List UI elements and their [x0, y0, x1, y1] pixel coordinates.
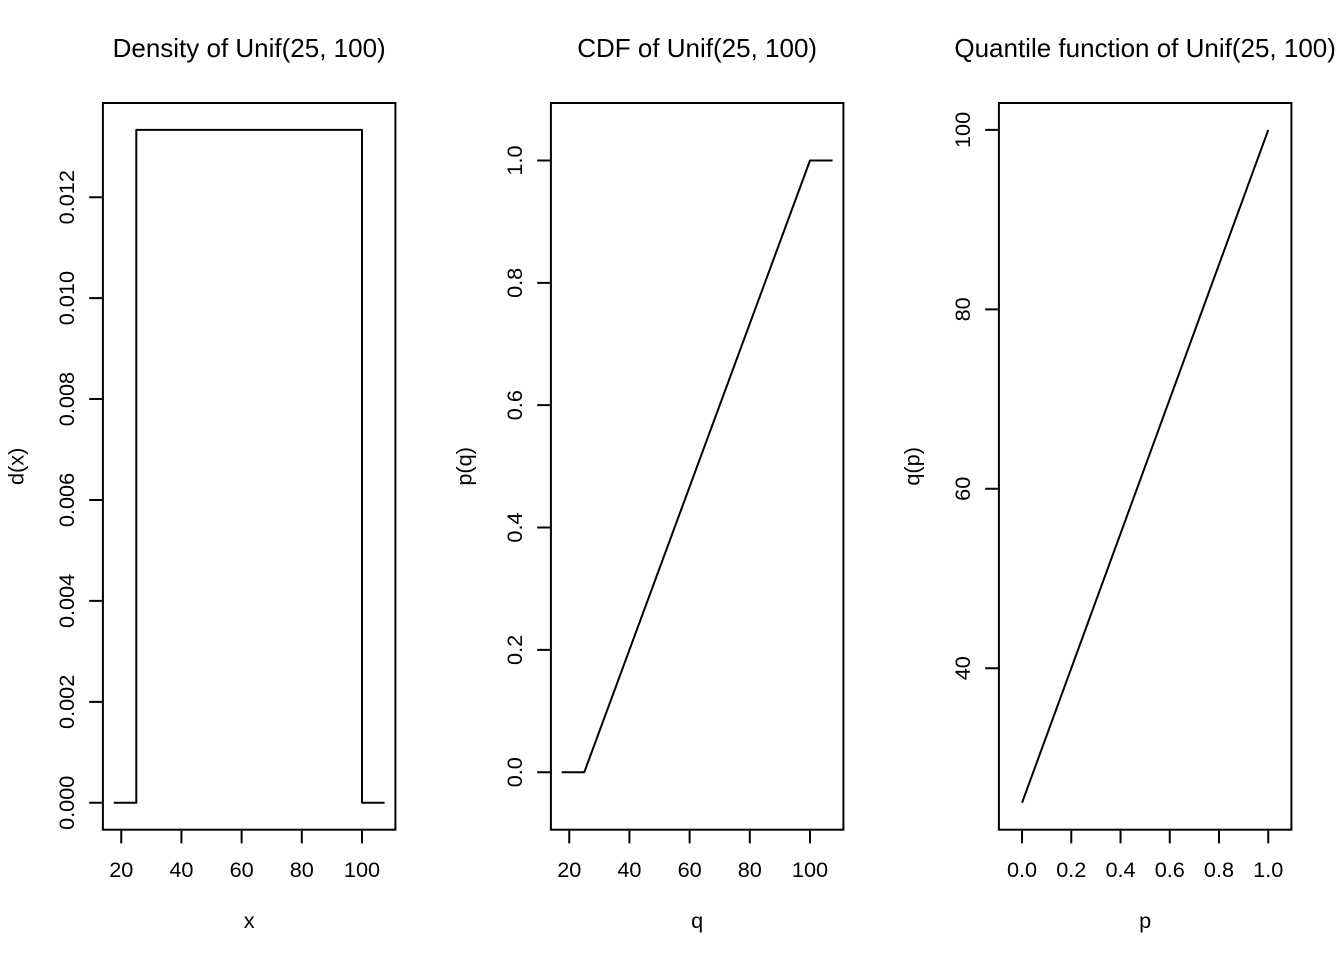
svg-text:100: 100: [950, 112, 975, 148]
svg-text:0.6: 0.6: [502, 390, 527, 420]
svg-text:60: 60: [678, 857, 702, 882]
svg-text:q: q: [691, 908, 703, 933]
svg-text:0.0: 0.0: [502, 757, 527, 787]
svg-text:Quantile function of Unif(25,: Quantile function of Unif(25, 100): [954, 33, 1336, 63]
svg-text:Density of Unif(25, 100): Density of Unif(25, 100): [113, 33, 386, 63]
svg-text:0.6: 0.6: [1155, 857, 1185, 882]
svg-text:0.012: 0.012: [54, 170, 79, 224]
svg-text:0.4: 0.4: [502, 512, 527, 542]
svg-text:0.0: 0.0: [1007, 857, 1037, 882]
svg-text:0.8: 0.8: [1204, 857, 1234, 882]
svg-text:0.000: 0.000: [54, 776, 79, 830]
svg-text:p: p: [1139, 908, 1151, 933]
svg-text:100: 100: [344, 857, 380, 882]
svg-text:60: 60: [950, 477, 975, 501]
svg-text:p(q): p(q): [452, 447, 477, 486]
svg-text:80: 80: [950, 297, 975, 321]
svg-text:0.2: 0.2: [1056, 857, 1086, 882]
svg-text:0.4: 0.4: [1105, 857, 1135, 882]
svg-text:0.002: 0.002: [54, 675, 79, 729]
svg-text:40: 40: [617, 857, 641, 882]
svg-text:q(p): q(p): [900, 447, 925, 486]
svg-text:CDF of Unif(25, 100): CDF of Unif(25, 100): [577, 33, 817, 63]
svg-text:0.2: 0.2: [502, 635, 527, 665]
svg-text:80: 80: [290, 857, 314, 882]
svg-text:0.8: 0.8: [502, 268, 527, 298]
svg-text:60: 60: [230, 857, 254, 882]
svg-text:d(x): d(x): [4, 448, 29, 485]
svg-text:20: 20: [557, 857, 581, 882]
svg-text:x: x: [244, 908, 255, 933]
svg-text:0.008: 0.008: [54, 372, 79, 426]
svg-text:40: 40: [950, 656, 975, 680]
svg-text:0.004: 0.004: [54, 574, 79, 628]
svg-text:40: 40: [169, 857, 193, 882]
svg-text:20: 20: [109, 857, 133, 882]
svg-text:1.0: 1.0: [502, 145, 527, 175]
svg-text:100: 100: [792, 857, 828, 882]
svg-text:1.0: 1.0: [1253, 857, 1283, 882]
svg-text:80: 80: [738, 857, 762, 882]
svg-text:0.006: 0.006: [54, 473, 79, 527]
svg-text:0.010: 0.010: [54, 271, 79, 325]
